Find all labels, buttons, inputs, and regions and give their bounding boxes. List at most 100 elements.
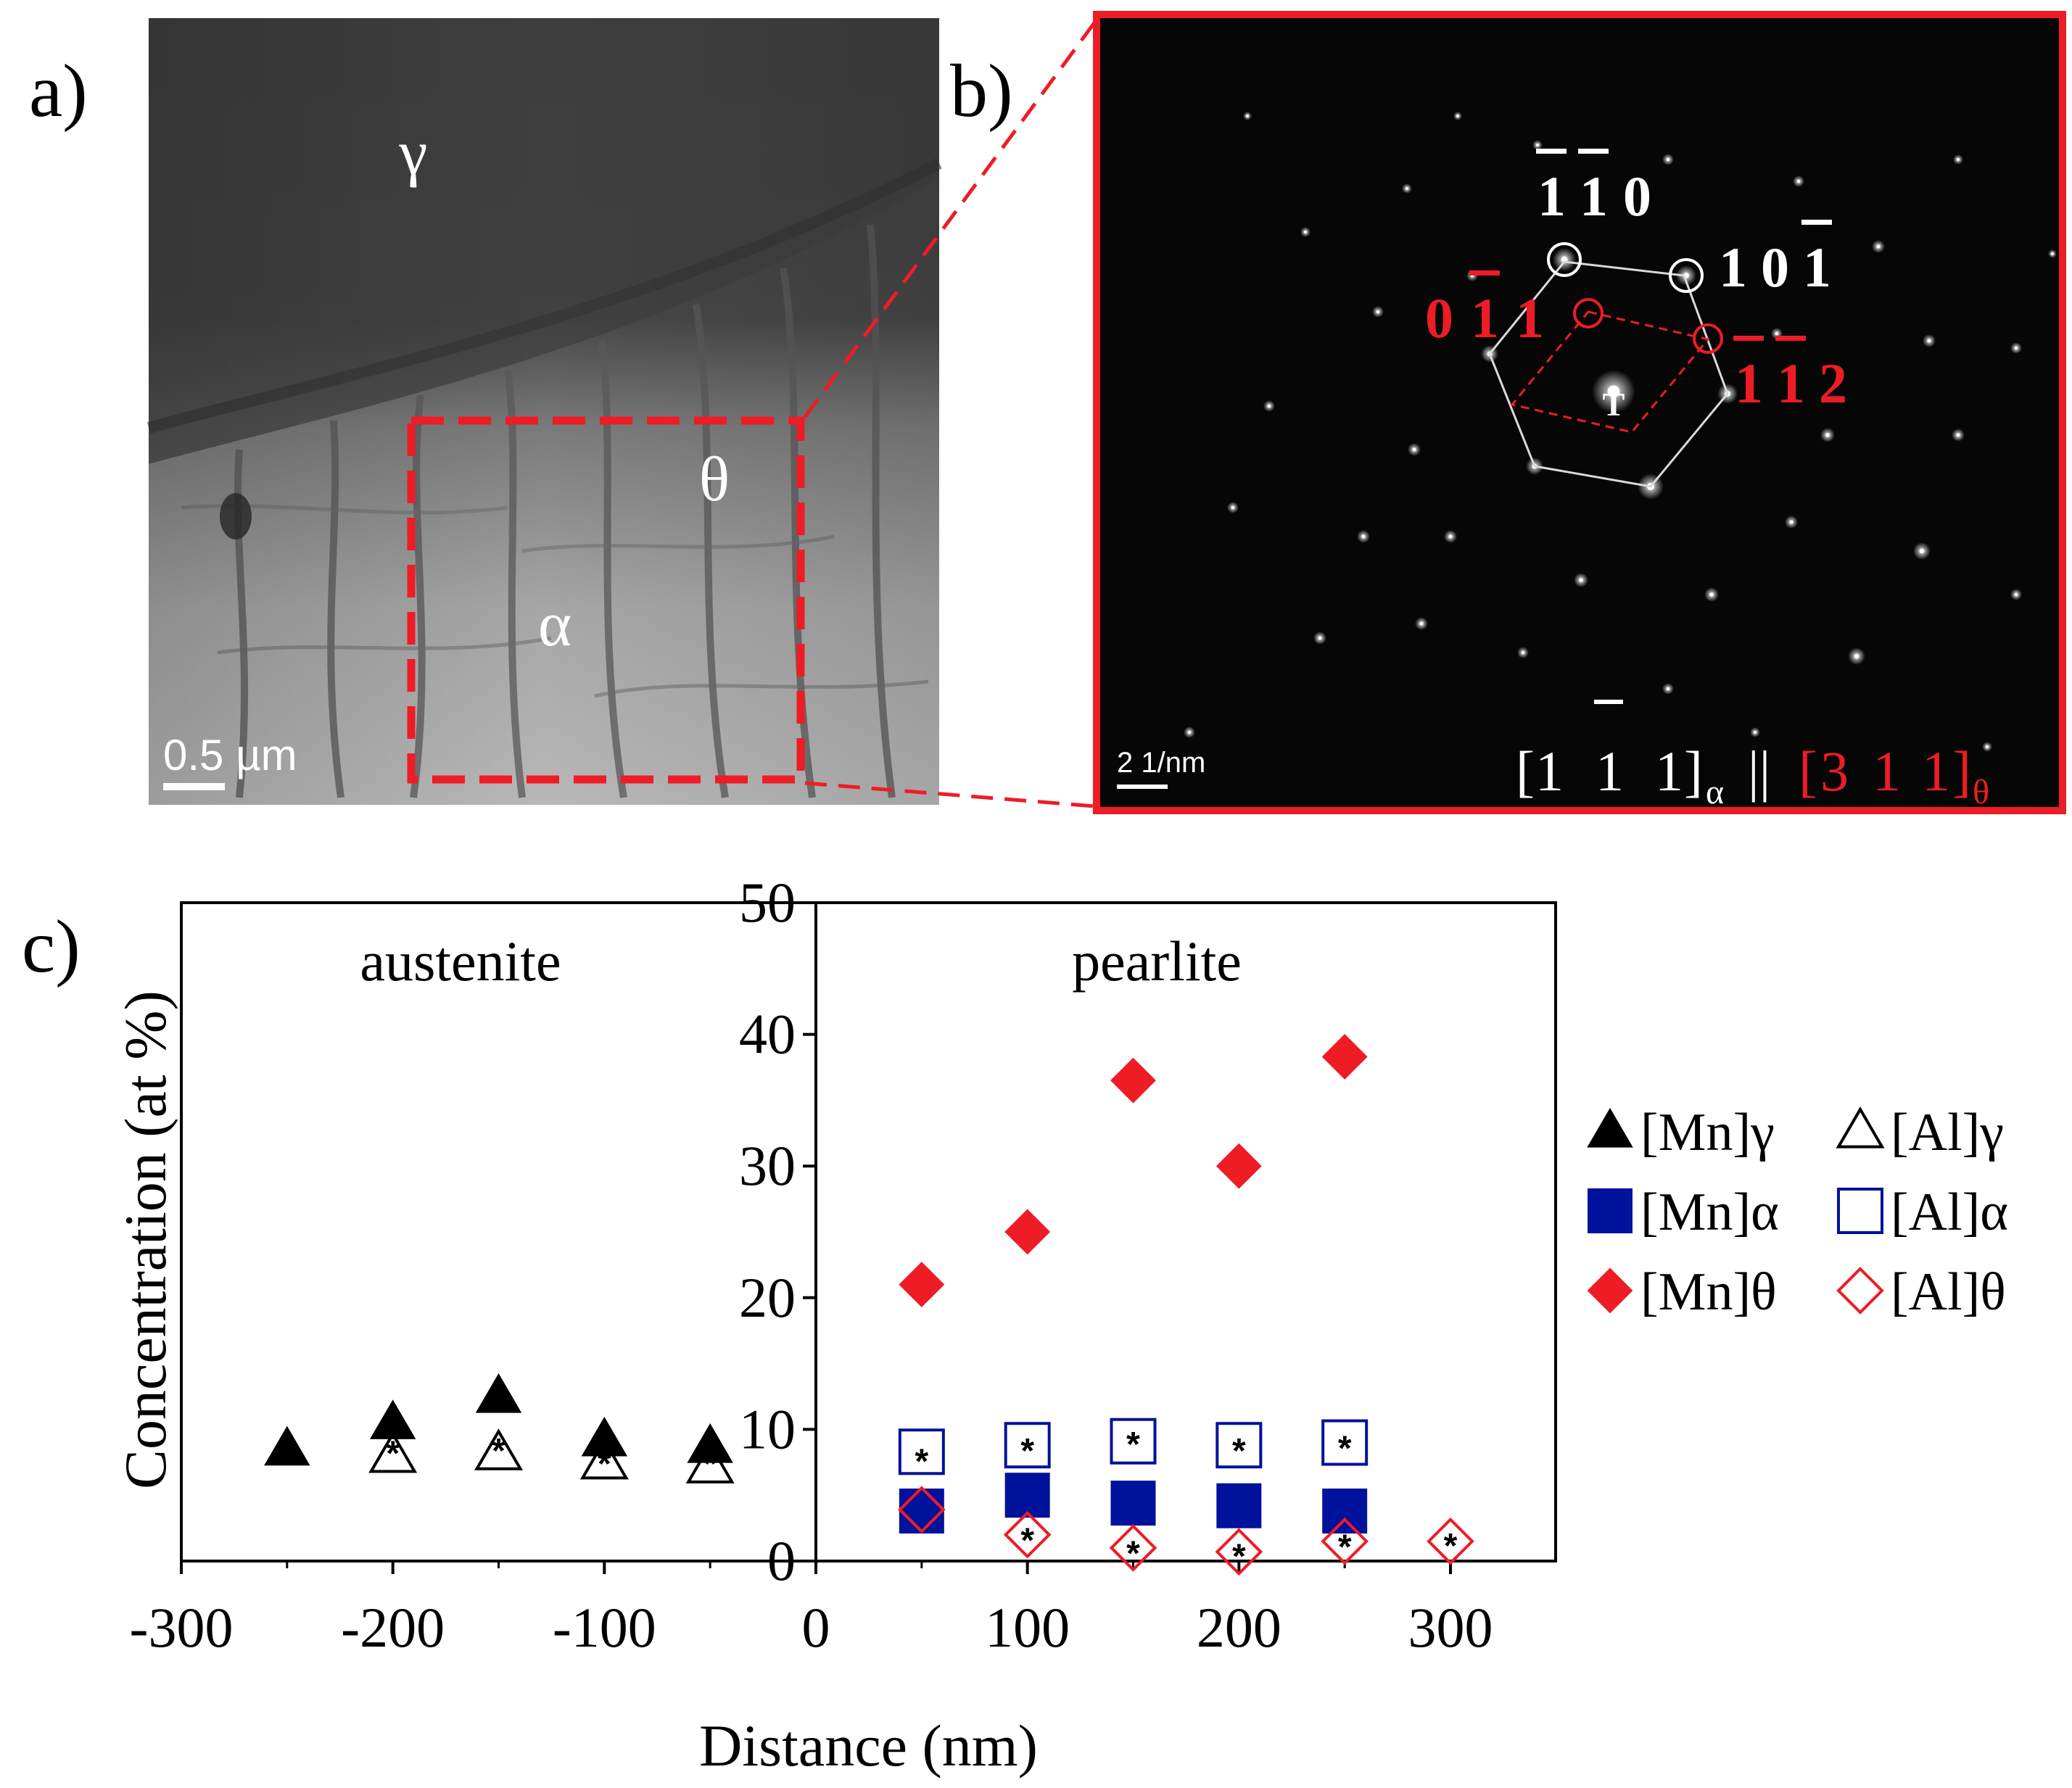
data-point-diamond-filled xyxy=(1321,1034,1368,1080)
data-point-diamond-open xyxy=(1109,1524,1157,1572)
diffraction-spot-core xyxy=(1521,650,1525,655)
diffraction-spot-core xyxy=(1187,730,1192,734)
data-point-diamond-open xyxy=(1003,1510,1052,1559)
index-alpha-1: 1 1 0 xyxy=(1536,149,1651,228)
diffraction-spot-core xyxy=(1376,310,1380,314)
label-theta: θ xyxy=(699,444,730,515)
diffraction-spot-core xyxy=(2051,252,2054,255)
diffraction-spot-core xyxy=(1666,157,1670,162)
diffraction-spot-core xyxy=(1775,331,1779,336)
svg-text:1: 1 xyxy=(1873,740,1901,803)
concentration-chart: 0 10 20 30 40 50 -300 -200 -100 0 100 200 300 Distanc… xyxy=(112,871,2008,1779)
legend-label: [Mn]α xyxy=(1640,1183,1779,1242)
svg-text:3: 3 xyxy=(1820,740,1849,803)
index-theta-2: 1 1 2 xyxy=(1733,336,1847,415)
scale-bar-label-b: 2 1/nm xyxy=(1117,747,1205,779)
scale-bar-label-a: 0.5 µm xyxy=(163,731,297,779)
error-mark: * xyxy=(598,1445,611,1483)
legend-marker xyxy=(1588,1188,1633,1233)
svg-text:1: 1 xyxy=(1803,236,1831,299)
diffraction-spot-core xyxy=(2014,346,2018,350)
legend-label: [Al]α xyxy=(1891,1183,2008,1242)
diffraction-spot-core xyxy=(1754,731,1757,734)
diffraction-spot-core xyxy=(1318,636,1322,640)
svg-text:[: [ xyxy=(1799,740,1817,803)
data-point-triangle-open xyxy=(579,1437,629,1480)
spot-circle-theta-2 xyxy=(1693,323,1723,354)
y-tick-label: 50 xyxy=(739,871,796,934)
spot-circle-alpha-2 xyxy=(1669,258,1704,293)
chart-legend: [Mn]γ [Al]γ [Mn]α [Al]α [Mn]θ [Al]θ xyxy=(1587,1103,2008,1322)
legend-label: [Al]γ xyxy=(1891,1103,2004,1162)
diffraction-spot-core xyxy=(1919,548,1925,554)
data-point-square-open xyxy=(1110,1417,1157,1465)
legend-label: [Mn]γ xyxy=(1640,1103,1775,1162)
error-mark: * xyxy=(1126,1535,1140,1573)
diffraction-spot-core xyxy=(1957,158,1960,161)
diffraction-spot-core xyxy=(1956,433,1960,437)
error-mark: * xyxy=(1338,1429,1352,1468)
svg-text:0: 0 xyxy=(1425,286,1453,349)
y-tick-label: 20 xyxy=(739,1266,796,1329)
diffraction-spot-core xyxy=(1876,244,1881,249)
error-mark: * xyxy=(492,1432,505,1470)
diffraction-spot-core xyxy=(1448,534,1453,539)
svg-text:α: α xyxy=(1706,773,1724,811)
error-mark: * xyxy=(1338,1528,1352,1567)
error-mark: * xyxy=(1444,1527,1458,1565)
svg-text:1: 1 xyxy=(1735,352,1763,415)
legend-marker xyxy=(1836,1267,1884,1315)
diffraction-spot-core xyxy=(1666,687,1670,691)
x-tick-label: 100 xyxy=(985,1596,1070,1659)
data-point-triangle-filled xyxy=(475,1373,522,1413)
diffraction-spot-core xyxy=(1246,115,1249,117)
data-point-square-filled xyxy=(1110,1481,1156,1526)
data-point-square-open xyxy=(898,1428,945,1475)
x-tick-label: -300 xyxy=(130,1596,234,1659)
svg-text:θ: θ xyxy=(1973,773,1989,811)
zoom-connector-bottom xyxy=(804,781,1096,808)
x-tick-label: 300 xyxy=(1408,1596,1493,1659)
error-mark: * xyxy=(1126,1425,1140,1464)
data-point-triangle-open xyxy=(368,1431,418,1473)
label-alpha: α xyxy=(538,589,571,660)
error-mark: * xyxy=(1020,1521,1034,1560)
data-point-triangle-open xyxy=(474,1428,523,1470)
data-point-triangle-filled xyxy=(687,1423,733,1463)
scale-bar-b xyxy=(1117,785,1168,789)
x-tick-label: 200 xyxy=(1197,1596,1281,1659)
data-point-triangle-filled xyxy=(264,1425,310,1466)
diffraction-spot-core xyxy=(1412,447,1416,452)
data-point-diamond-filled xyxy=(1215,1143,1262,1189)
svg-text:1: 1 xyxy=(1535,740,1564,803)
svg-text:[: [ xyxy=(1516,740,1535,803)
svg-text:]: ] xyxy=(1684,740,1703,803)
panel-c: c) 0 10 20 30 40 50 -300 -200 -100 0 100 200 300 Dist… xyxy=(22,871,2008,1779)
y-tick-label: 30 xyxy=(739,1134,796,1197)
diffraction-spot-core xyxy=(1406,187,1408,190)
spot-circle-theta-1 xyxy=(1573,298,1603,328)
svg-text:||: || xyxy=(1748,740,1770,803)
data-point-square-open xyxy=(1321,1419,1369,1466)
diffraction-spot-core xyxy=(1825,433,1830,437)
error-mark: * xyxy=(386,1435,400,1473)
diffraction-spot-core xyxy=(1231,505,1235,510)
data-point-diamond-open xyxy=(1321,1517,1369,1565)
error-mark: * xyxy=(1232,1537,1246,1576)
data-point-diamond-open xyxy=(1215,1528,1263,1576)
diffraction-spot-core xyxy=(1419,621,1424,626)
svg-text:1: 1 xyxy=(1719,236,1747,299)
diffraction-spot-core xyxy=(2014,592,2018,597)
diffraction-spot-core xyxy=(1456,115,1459,117)
diffraction-pattern-frame xyxy=(1093,11,2066,814)
diffraction-spot-core xyxy=(1267,404,1271,408)
data-point-diamond-open xyxy=(1427,1517,1474,1565)
scale-bar-a xyxy=(163,783,225,790)
data-point-triangle-filled xyxy=(581,1416,628,1457)
y-tick-label: 40 xyxy=(739,1003,796,1066)
data-point-diamond-filled xyxy=(899,1262,945,1308)
diffraction-spot-core xyxy=(1927,339,1931,343)
data-point-square-open xyxy=(1215,1422,1263,1469)
svg-text:]: ] xyxy=(1952,740,1971,803)
